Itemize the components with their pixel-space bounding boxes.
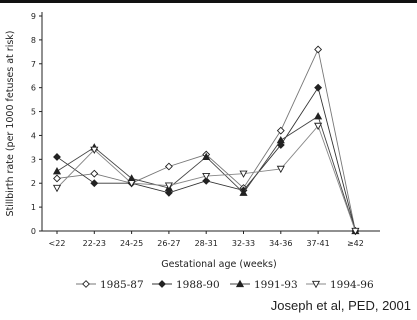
- data-point: [351, 227, 360, 236]
- data-point: [52, 184, 62, 193]
- data-point: [90, 146, 99, 155]
- data-point: [53, 153, 61, 161]
- y-tick-label: 1: [31, 203, 36, 212]
- y-tick-label: 6: [31, 84, 36, 93]
- x-tick-label: 24-25: [120, 239, 143, 248]
- legend-item: 1985-87: [76, 279, 144, 291]
- y-axis-title: Stillbirth rate (per 1000 fetuses at ris…: [5, 30, 16, 216]
- data-point: [90, 169, 99, 178]
- legend-marker: [235, 279, 245, 288]
- data-point: [127, 180, 136, 188]
- data-point: [52, 167, 62, 175]
- y-tick-label: 8: [31, 36, 36, 45]
- series-line: [56, 48, 356, 232]
- legend-item: 1988-90: [152, 279, 220, 291]
- x-tick-label: 22-23: [83, 239, 106, 248]
- data-point: [314, 83, 323, 92]
- x-tick-label: <22: [49, 239, 66, 248]
- data-point: [164, 188, 173, 197]
- x-tick-label: 37-41: [306, 239, 329, 248]
- legend-label: 1988-90: [176, 279, 220, 291]
- data-point: [314, 45, 323, 54]
- y-tick-label: 7: [31, 60, 36, 69]
- citation: Joseph et al, PED, 2001: [270, 298, 411, 313]
- legend-label: 1994-96: [330, 279, 374, 291]
- legend: 1985-87 1988-90 1991-93 1994-96: [76, 279, 374, 291]
- series-1994-96: [52, 122, 360, 236]
- data-point: [164, 182, 173, 190]
- data-point: [202, 176, 211, 185]
- data-point: [164, 162, 173, 171]
- legend-item: 1991-93: [230, 279, 298, 291]
- legend-label: 1985-87: [100, 279, 144, 291]
- legend-label: 1991-93: [254, 279, 298, 291]
- data-point: [239, 170, 248, 178]
- x-tick-label: ≥42: [347, 239, 364, 248]
- y-tick-label: 9: [31, 12, 36, 21]
- axes: 0 1 2 3 4 5 6 7 8 9 <22 22-23 24-25 26-27 28-31 32-33 34…: [5, 12, 380, 270]
- data-point: [276, 126, 285, 135]
- legend-item: 1994-96: [306, 279, 374, 291]
- data-point: [53, 174, 61, 183]
- data-point: [276, 135, 285, 144]
- y-tick-label: 0: [31, 227, 36, 236]
- top-rule: [0, 0, 417, 3]
- legend-marker: [82, 280, 90, 288]
- y-tick-label: 2: [31, 179, 36, 188]
- data-point: [314, 112, 323, 120]
- x-tick-label: 32-33: [232, 239, 255, 248]
- x-tick-label: 34-36: [269, 239, 292, 248]
- x-tick-label: 28-31: [195, 239, 218, 248]
- data-point: [239, 188, 248, 196]
- series-1985-87: [53, 45, 360, 235]
- legend-marker: [311, 280, 321, 289]
- x-axis-title: Gestational age (weeks): [161, 259, 276, 270]
- data-point: [202, 172, 211, 181]
- data-point: [314, 122, 323, 131]
- data-point: [276, 165, 285, 174]
- y-tick-label: 3: [31, 155, 36, 164]
- data-point: [90, 179, 99, 188]
- series-layer: [52, 45, 360, 236]
- x-tick-label: 26-27: [157, 239, 180, 248]
- y-tick-label: 4: [31, 131, 36, 140]
- y-tick-label: 5: [31, 108, 36, 117]
- legend-marker: [158, 280, 166, 288]
- data-point: [202, 152, 211, 161]
